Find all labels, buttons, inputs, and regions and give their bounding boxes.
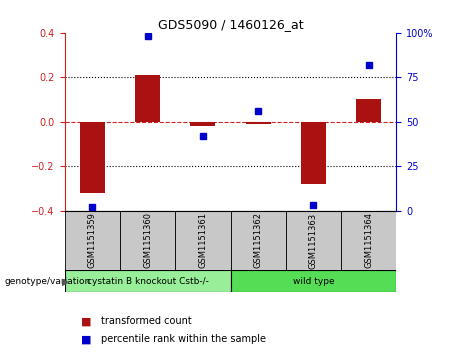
Bar (341, 211, 396, 270)
Bar (230, 211, 286, 270)
Bar (301, 122, 326, 184)
Text: GSM1151363: GSM1151363 (309, 212, 318, 269)
Text: ▶: ▶ (62, 276, 70, 286)
Text: percentile rank within the sample: percentile rank within the sample (101, 334, 266, 344)
Bar (65, 270, 230, 292)
Text: wild type: wild type (293, 277, 334, 286)
Text: transformed count: transformed count (101, 316, 192, 326)
Text: ■: ■ (81, 334, 91, 344)
Bar (80, 122, 105, 193)
Text: genotype/variation: genotype/variation (5, 277, 91, 286)
Bar (246, 122, 271, 124)
Bar (120, 211, 175, 270)
Text: GSM1151364: GSM1151364 (364, 212, 373, 269)
Bar (230, 270, 396, 292)
Title: GDS5090 / 1460126_at: GDS5090 / 1460126_at (158, 19, 303, 32)
Bar (356, 99, 381, 122)
Text: GSM1151361: GSM1151361 (198, 212, 207, 269)
Bar (286, 211, 341, 270)
Text: GSM1151362: GSM1151362 (254, 212, 263, 269)
Text: GSM1151360: GSM1151360 (143, 212, 152, 269)
Bar (135, 75, 160, 122)
Bar (190, 122, 215, 126)
Text: GSM1151359: GSM1151359 (88, 213, 97, 268)
Bar (175, 211, 230, 270)
Bar (65, 211, 120, 270)
Text: ■: ■ (81, 316, 91, 326)
Text: cystatin B knockout Cstb-/-: cystatin B knockout Cstb-/- (87, 277, 208, 286)
